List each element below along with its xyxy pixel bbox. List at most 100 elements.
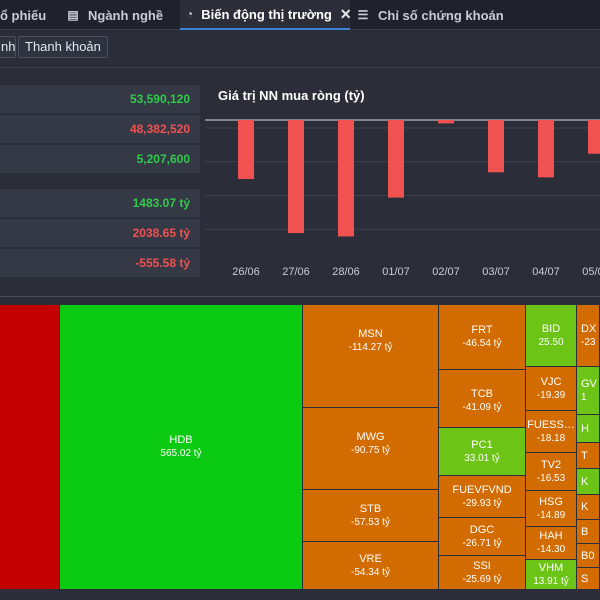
stat-net-value: -555.58 tỷ bbox=[0, 249, 200, 277]
cell-value: -26.71 tỷ bbox=[462, 537, 502, 549]
tab-label: Chỉ số chứng khoán bbox=[378, 7, 504, 23]
treemap-cell[interactable]: DX -23 bbox=[577, 305, 600, 367]
treemap-cell[interactable]: GV 1 bbox=[577, 367, 600, 415]
chart-x-tick-label: 28/06 bbox=[332, 266, 360, 278]
cell-value: -16.53 bbox=[536, 472, 566, 484]
cell-value: 1 bbox=[581, 391, 587, 403]
treemap-cell[interactable]: SSI -25.69 tỷ bbox=[439, 556, 526, 590]
treemap-cell[interactable]: FUESS… -18.18 bbox=[526, 411, 577, 453]
cell-value: -114.27 tỷ bbox=[348, 342, 393, 353]
treemap-cell[interactable]: BID 25.50 bbox=[526, 305, 577, 367]
treemap-cell[interactable]: K bbox=[577, 469, 600, 495]
cell-symbol: VHM bbox=[538, 561, 564, 574]
chart-x-tick-label: 03/07 bbox=[482, 266, 510, 278]
tab-market-movement[interactable]: ◔ Biến động thị trường ✕ bbox=[180, 0, 352, 30]
treemap-cell[interactable] bbox=[0, 305, 60, 590]
cell-value: -57.53 tỷ bbox=[351, 517, 390, 528]
cell-symbol: GV bbox=[581, 377, 597, 390]
cell-value: -19.39 bbox=[536, 389, 566, 401]
treemap-cell[interactable]: MWG -90.75 tỷ bbox=[303, 408, 439, 490]
tab-label: Biến động thị trường bbox=[201, 6, 332, 22]
cell-symbol: BID bbox=[541, 322, 561, 335]
cell-value: -41.09 tỷ bbox=[462, 402, 502, 413]
treemap-cell[interactable]: S bbox=[577, 568, 600, 590]
treemap-cell[interactable]: HSG -14.89 bbox=[526, 491, 577, 527]
cell-value: 33.01 tỷ bbox=[464, 452, 500, 464]
cell-symbol: B bbox=[581, 525, 589, 538]
treemap-cell[interactable]: MSN -114.27 tỷ bbox=[303, 305, 439, 408]
chart-bar[interactable] bbox=[238, 120, 254, 180]
treemap-cell[interactable]: VJC -19.39 bbox=[526, 367, 577, 411]
treemap-cell[interactable]: VHM 13.91 tỷ bbox=[526, 560, 577, 590]
cell-symbol: B0 bbox=[581, 549, 595, 562]
treemap-cell[interactable]: B0 bbox=[577, 544, 600, 568]
net-foreign-chart: 26/06 27/06 28/06 01/07 02/07 03/07 04/07 05/07 bbox=[205, 119, 600, 278]
chart-bar[interactable] bbox=[488, 120, 504, 173]
cell-symbol: K bbox=[581, 501, 589, 513]
cell-value: -25.69 tỷ bbox=[462, 573, 502, 585]
cell-symbol: STB bbox=[359, 503, 382, 515]
table-icon: ▤ bbox=[67, 8, 79, 22]
cell-value: -29.93 tỷ bbox=[462, 497, 502, 509]
cell-symbol: FUEVFVND bbox=[452, 483, 512, 496]
cell-symbol: TV2 bbox=[540, 458, 562, 471]
cell-value: 565.02 tỷ bbox=[160, 448, 202, 459]
chart-bar[interactable] bbox=[338, 120, 354, 237]
stat-net-volume: 5,207,600 bbox=[0, 145, 200, 173]
tab-stock-index[interactable]: ☰ Chỉ số chứng khoán bbox=[356, 0, 506, 30]
chart-bar[interactable] bbox=[588, 120, 600, 154]
chart-bar[interactable] bbox=[538, 120, 554, 178]
cell-symbol: HSG bbox=[539, 495, 563, 508]
tab-stocks[interactable]: ổ phiếu bbox=[0, 0, 56, 30]
chart-bar[interactable] bbox=[388, 120, 404, 198]
liquidity-button[interactable]: Thanh khoản bbox=[18, 36, 108, 58]
treemap-cell[interactable]: PC1 33.01 tỷ bbox=[439, 428, 526, 476]
cell-value: -18.18 bbox=[536, 432, 566, 444]
cell-value: -90.75 tỷ bbox=[351, 445, 390, 456]
cell-symbol: VJC bbox=[540, 375, 562, 388]
cell-symbol: HAH bbox=[539, 530, 563, 542]
cell-symbol: VRE bbox=[359, 553, 382, 565]
cell-value: -23 bbox=[581, 336, 596, 348]
cell-symbol: SSI bbox=[473, 559, 491, 572]
cell-symbol: PC1 bbox=[471, 438, 493, 451]
stat-buy-value: 1483.07 tỷ bbox=[0, 189, 200, 217]
cell-symbol: S bbox=[581, 572, 589, 585]
treemap-cell[interactable]: STB -57.53 tỷ bbox=[303, 490, 439, 542]
cell-symbol: DX bbox=[581, 322, 597, 335]
cell-value: -54.34 tỷ bbox=[351, 567, 390, 578]
cell-symbol: HDB bbox=[169, 434, 193, 446]
list-icon: ☰ bbox=[357, 8, 369, 22]
treemap-cell[interactable]: TV2 -16.53 bbox=[526, 453, 577, 491]
treemap-cell[interactable]: FUEVFVND -29.93 tỷ bbox=[439, 476, 526, 518]
close-icon[interactable]: ✕ bbox=[339, 5, 352, 22]
view-toggle-button[interactable]: nh bbox=[0, 36, 16, 58]
tab-bar: ổ phiếu ▤ Ngành nghề ◔ Biến động thị trư… bbox=[0, 0, 600, 30]
cell-symbol: K bbox=[581, 475, 589, 488]
cell-symbol: H bbox=[581, 422, 589, 435]
chart-bar[interactable] bbox=[288, 120, 304, 234]
chart-bar[interactable] bbox=[438, 120, 454, 124]
treemap-cell[interactable]: VRE -54.34 tỷ bbox=[303, 542, 439, 590]
treemap-cell[interactable]: HAH -14.30 bbox=[526, 527, 577, 560]
treemap: HDB 565.02 tỷ MSN -114.27 tỷ MWG -90.75 … bbox=[0, 305, 600, 600]
chart-x-tick-label: 04/07 bbox=[532, 266, 560, 278]
treemap-cell[interactable]: DGC -26.71 tỷ bbox=[439, 518, 526, 556]
chart-x-tick-label: 27/06 bbox=[282, 266, 310, 278]
treemap-cell[interactable]: K bbox=[577, 495, 600, 520]
treemap-cell[interactable]: B bbox=[577, 520, 600, 544]
tab-sectors[interactable]: ▤ Ngành nghề bbox=[66, 0, 178, 30]
tab-label: ổ phiếu bbox=[0, 7, 47, 23]
cell-symbol: TCB bbox=[471, 388, 493, 400]
chart-title: Giá trị NN mua ròng (tỷ) bbox=[218, 88, 365, 103]
cell-symbol: MWG bbox=[356, 431, 385, 443]
treemap-cell[interactable]: FRT -46.54 tỷ bbox=[439, 305, 526, 370]
treemap-cell[interactable]: TCB -41.09 tỷ bbox=[439, 370, 526, 428]
pie-chart-icon: ◔ bbox=[186, 7, 194, 21]
treemap-cell[interactable]: T bbox=[577, 443, 600, 469]
tab-label: Ngành nghề bbox=[88, 7, 164, 23]
treemap-cell[interactable]: H bbox=[577, 415, 600, 443]
cell-value: -14.30 bbox=[536, 544, 566, 555]
treemap-cell[interactable]: HDB 565.02 tỷ bbox=[60, 305, 303, 590]
